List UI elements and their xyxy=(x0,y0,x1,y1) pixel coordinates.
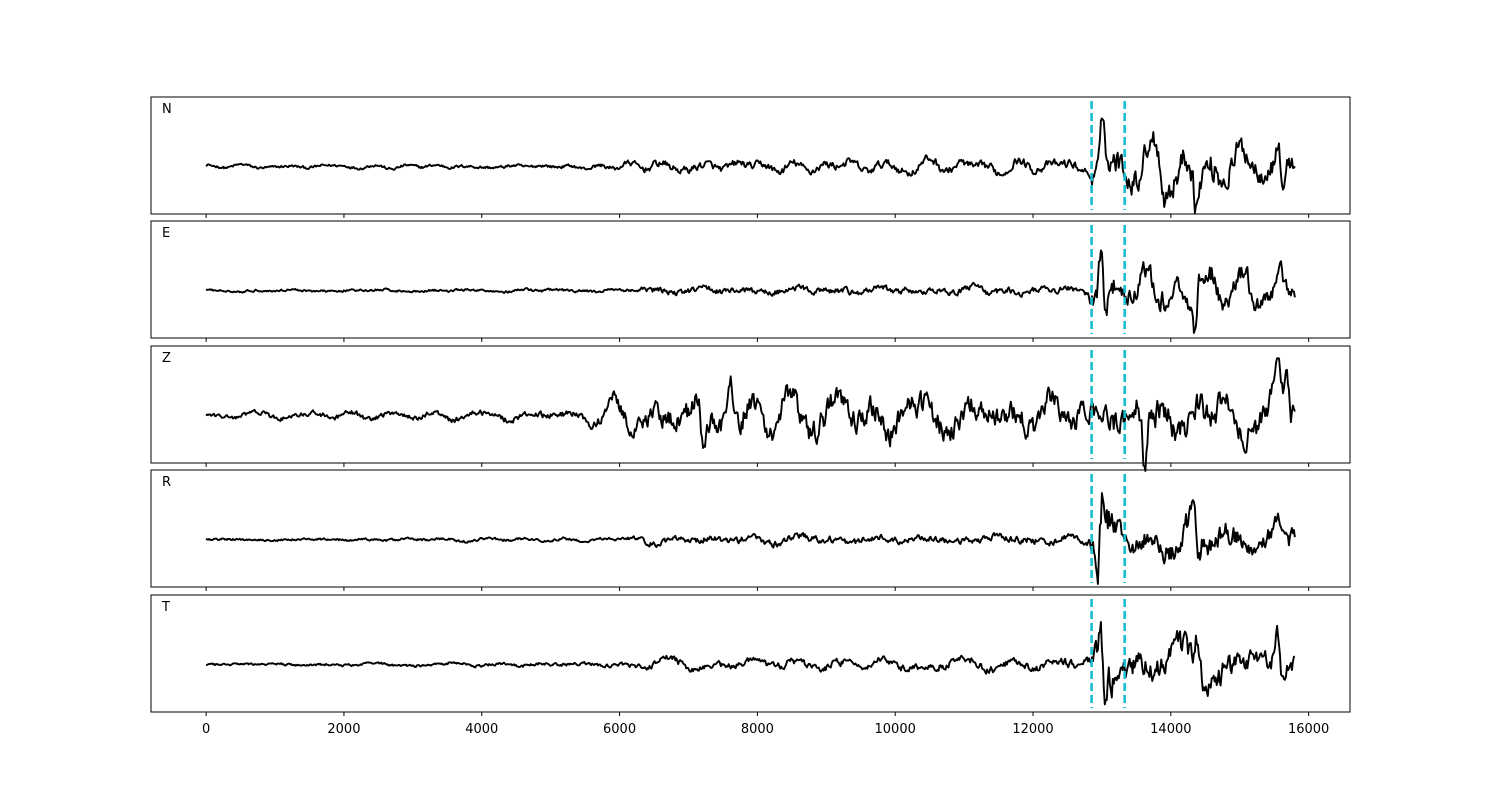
panel-label: Z xyxy=(162,351,171,366)
panel-frame xyxy=(150,469,1351,588)
x-tick-label: 0 xyxy=(202,722,210,737)
x-tick-label: 14000 xyxy=(1150,722,1191,737)
waveform-trace-e xyxy=(205,249,1296,334)
panel-r: R xyxy=(150,469,1351,591)
x-tick-label: 16000 xyxy=(1288,722,1329,737)
waveform-trace-z xyxy=(205,357,1296,472)
x-tick-label: 6000 xyxy=(603,722,636,737)
x-tick-label: 2000 xyxy=(327,722,360,737)
panel-frame xyxy=(150,96,1351,215)
x-tick-label: 4000 xyxy=(465,722,498,737)
panel-frame xyxy=(150,220,1351,339)
panel-label: N xyxy=(162,102,172,117)
panel-frame xyxy=(150,594,1351,713)
x-tick-label: 10000 xyxy=(875,722,916,737)
x-tick-label: 12000 xyxy=(1012,722,1053,737)
waveform-trace-r xyxy=(205,492,1296,585)
panel-e: E xyxy=(150,220,1351,342)
panel-t: T xyxy=(150,594,1351,716)
panel-label: E xyxy=(162,226,170,241)
panel-z: Z xyxy=(150,345,1351,472)
waveform-trace-t xyxy=(205,621,1296,706)
panel-frame xyxy=(150,345,1351,464)
panel-n: N xyxy=(150,96,1351,218)
panel-label: R xyxy=(162,475,171,490)
waveform-trace-n xyxy=(205,117,1296,214)
x-tick-label: 8000 xyxy=(741,722,774,737)
panel-label: T xyxy=(161,600,170,615)
